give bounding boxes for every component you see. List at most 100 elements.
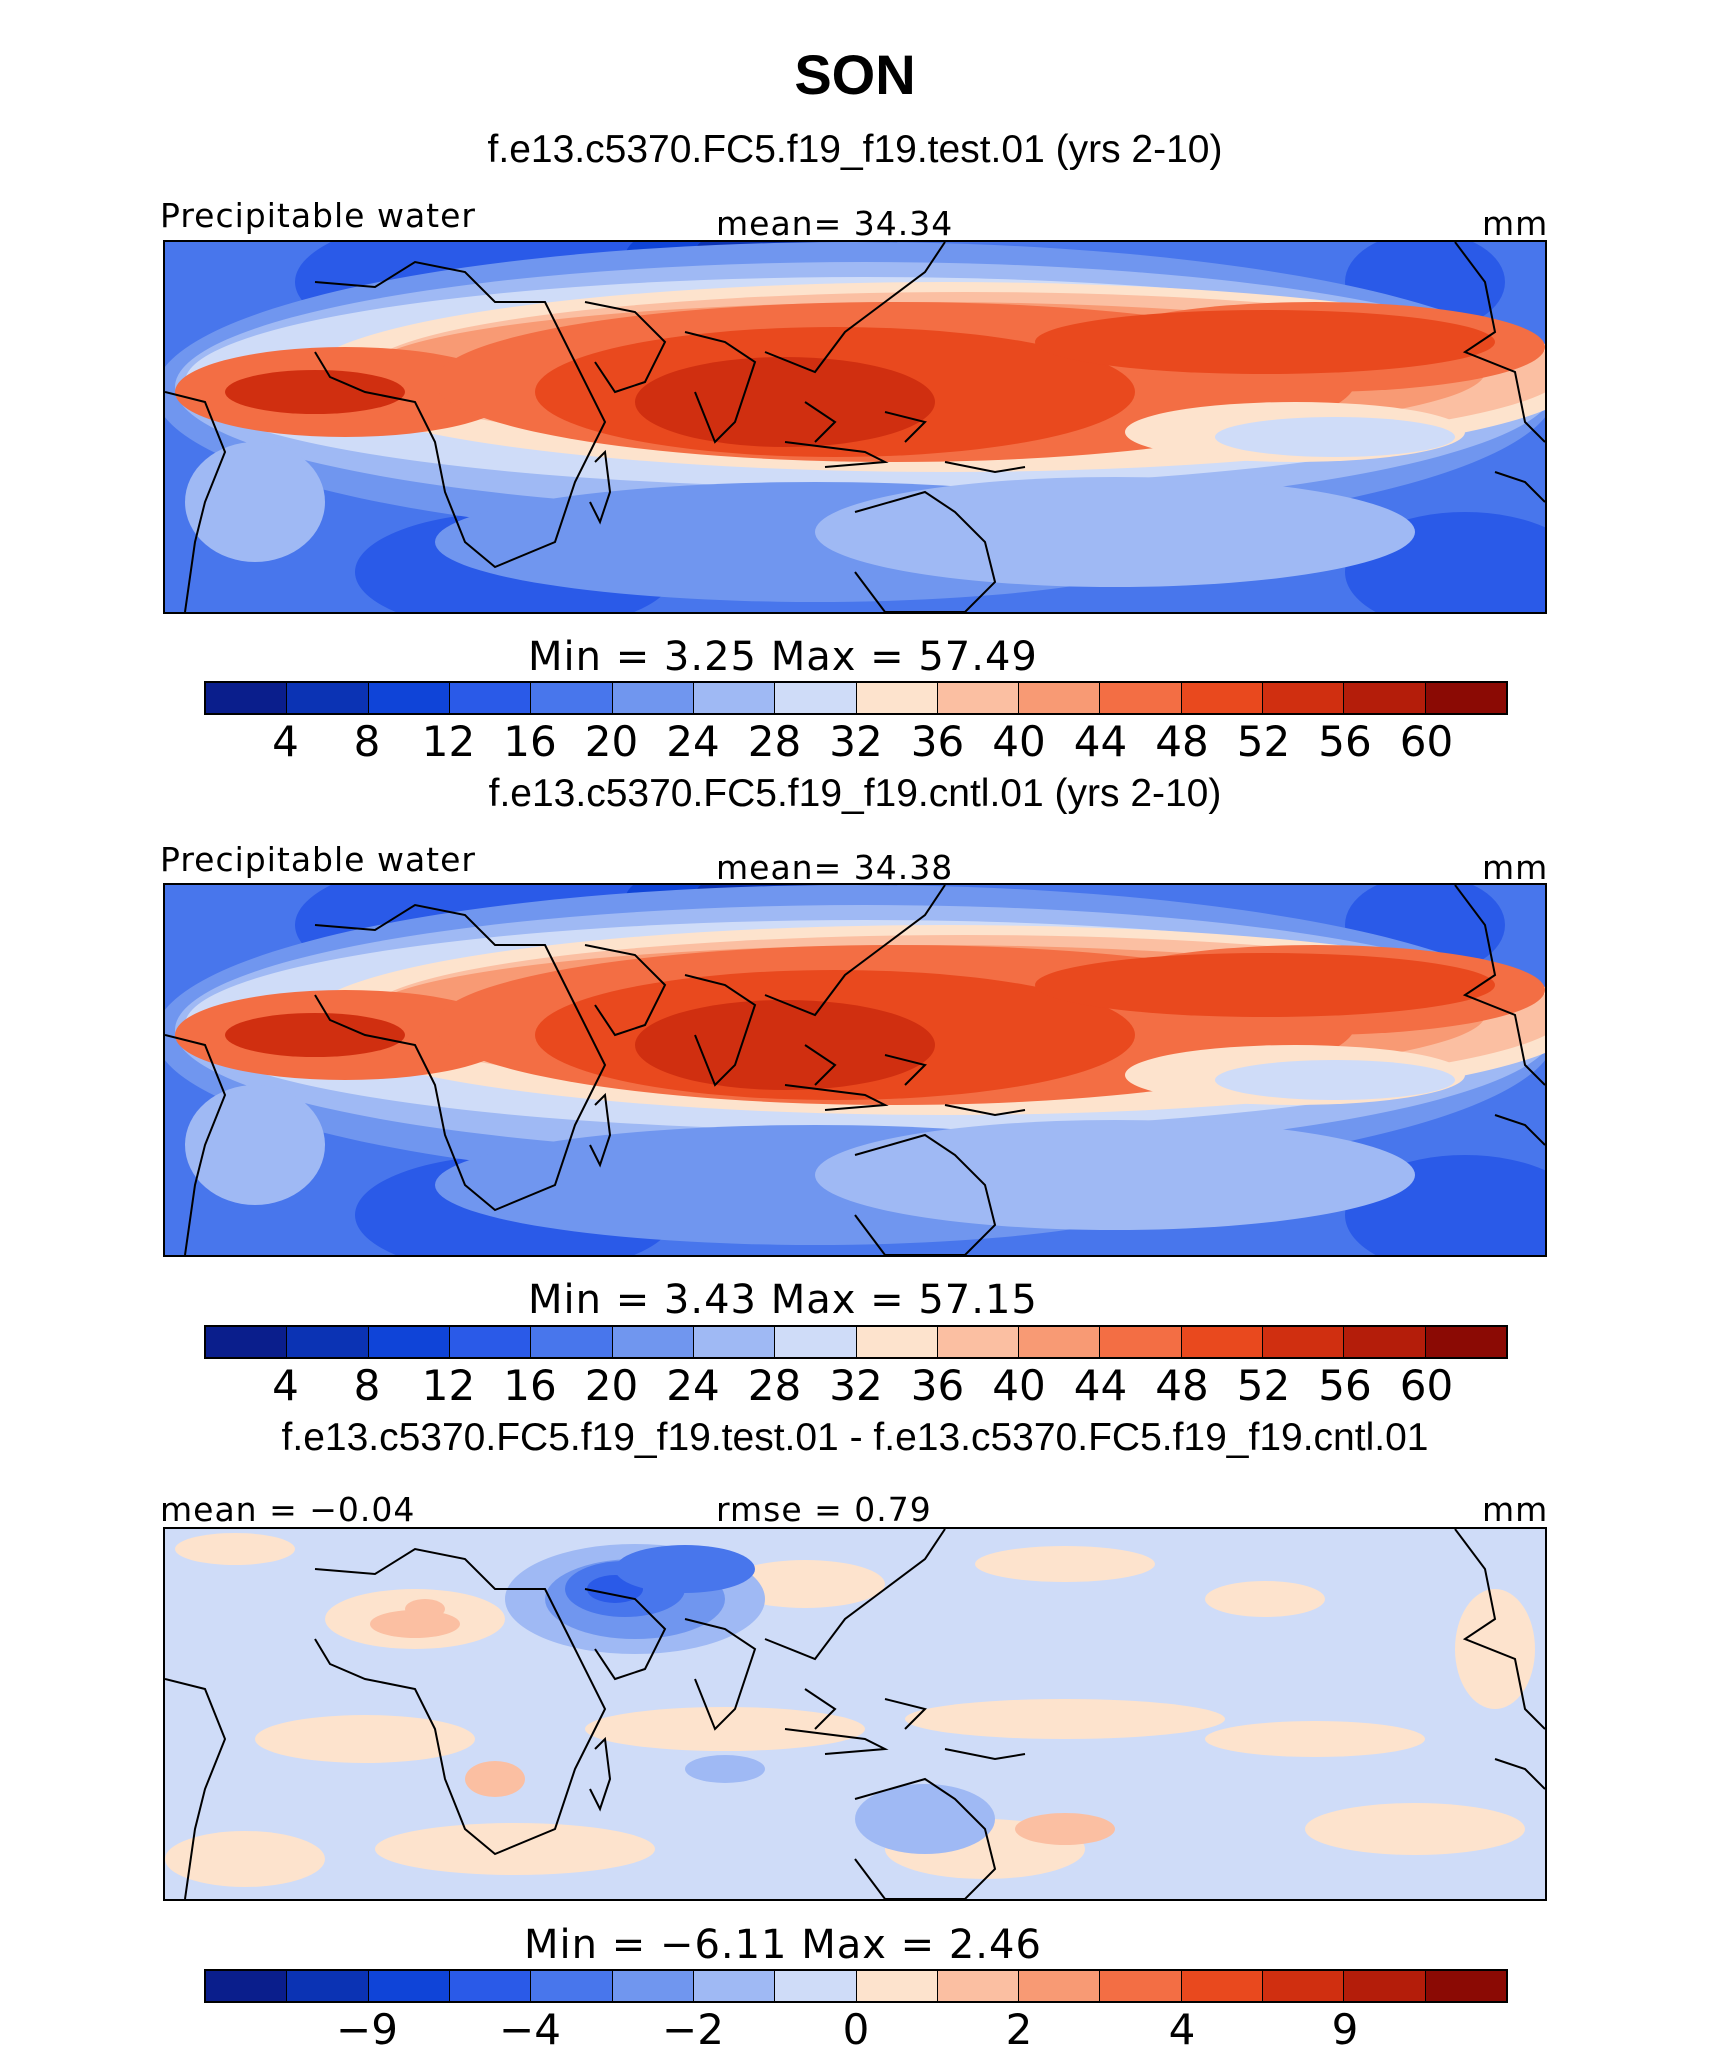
panel-1-variable-label: Precipitable water <box>160 196 476 235</box>
colorbar-tick-label: 24 <box>666 1361 720 1410</box>
field-contour <box>1305 1803 1525 1855</box>
colorbar-swatch <box>287 1327 369 1357</box>
colorbar-tick-label: −4 <box>499 2005 561 2054</box>
field-contour <box>1035 953 1495 1017</box>
colorbar-swatch <box>856 1971 938 2001</box>
field-contour <box>685 1755 765 1783</box>
colorbar-swatch <box>1263 1327 1345 1357</box>
colorbar-swatch <box>1263 1971 1345 2001</box>
colorbar-tick-label: 48 <box>1155 1361 1209 1410</box>
coastlines <box>165 242 1545 612</box>
panel-1-case-title: f.e13.c5370.FC5.f19_f19.test.01 (yrs 2-1… <box>487 128 1223 171</box>
panel-1-map <box>163 240 1547 614</box>
panel-2-min-max: Min = 3.43 Max = 57.15 <box>528 1277 1038 1323</box>
field-contour <box>1215 417 1455 457</box>
field-contour <box>975 1546 1155 1582</box>
colorbar-tick-label: 52 <box>1236 717 1291 766</box>
colorbar-swatch <box>368 1971 450 2001</box>
colorbar-tick-label: 32 <box>829 1361 883 1410</box>
field-contour <box>1215 1060 1455 1100</box>
colorbar-swatch <box>1344 1327 1426 1357</box>
colorbar-swatch <box>1181 1971 1264 2001</box>
colorbar-tick-label: 9 <box>1331 2005 1359 2054</box>
colorbar-swatch <box>856 1327 938 1357</box>
colorbar-tick-label: 60 <box>1399 717 1454 766</box>
panel-2-mean-label: mean= 34.38 <box>716 848 954 887</box>
colorbar-swatch <box>856 683 938 713</box>
colorbar-tick-label: 4 <box>272 717 299 766</box>
panel-3-case-title: f.e13.c5370.FC5.f19_f19.test.01 - f.e13.… <box>281 1416 1429 1459</box>
colorbar-swatch <box>1181 1327 1264 1357</box>
colorbar-tick-label: 60 <box>1399 1361 1454 1410</box>
colorbar-tick-label: 36 <box>910 1361 965 1410</box>
colorbar-tick-label: 20 <box>584 717 639 766</box>
field-contour <box>405 1599 445 1619</box>
field-contour <box>185 442 325 562</box>
colorbar-swatch <box>1425 683 1506 713</box>
colorbar-swatch <box>937 683 1020 713</box>
colorbar-swatch <box>531 1971 613 2001</box>
coastlines <box>165 1529 1545 1899</box>
colorbar-tick-label: 12 <box>421 1361 476 1410</box>
colorbar-swatch <box>937 1327 1020 1357</box>
colorbar-tick-label: 44 <box>1073 717 1128 766</box>
panel-1-colorbar <box>204 681 1508 715</box>
colorbar-swatch <box>206 1327 288 1357</box>
figure-title: SON <box>794 43 916 106</box>
field-contour <box>585 1707 865 1751</box>
panel-3-colorbar <box>204 1969 1508 2003</box>
colorbar-swatch <box>287 683 369 713</box>
field-contour <box>1035 310 1495 374</box>
colorbar-swatch <box>612 1327 694 1357</box>
colorbar-swatch <box>612 1971 694 2001</box>
coastlines <box>165 885 1545 1255</box>
field-contour <box>1205 1581 1325 1617</box>
panel-1-units-label: mm <box>1482 204 1549 243</box>
colorbar-swatch <box>531 683 613 713</box>
field-contour <box>1455 1589 1535 1709</box>
colorbar-swatch <box>1100 1327 1182 1357</box>
colorbar-swatch <box>693 1971 776 2001</box>
colorbar-tick-label: 44 <box>1073 1361 1128 1410</box>
colorbar-tick-label: 40 <box>992 1361 1046 1410</box>
colorbar-tick-label: 28 <box>747 1361 802 1410</box>
colorbar-swatch <box>693 683 776 713</box>
colorbar-swatch <box>1019 683 1101 713</box>
field-contour <box>635 1000 935 1090</box>
field-contour <box>725 1560 885 1608</box>
field-contour <box>465 1761 525 1797</box>
panel-3-rmse-label: rmse = 0.79 <box>716 1490 932 1529</box>
colorbar-swatch <box>937 1971 1020 2001</box>
field-contour <box>815 477 1415 587</box>
colorbar-swatch <box>287 1971 369 2001</box>
field-contour <box>370 1610 460 1638</box>
colorbar-tick-label: 48 <box>1155 717 1209 766</box>
panel-2-units-label: mm <box>1482 848 1549 887</box>
panel-1-mean-label: mean= 34.34 <box>716 204 954 243</box>
field-contour <box>175 1533 295 1565</box>
panel-1-min-max: Min = 3.25 Max = 57.49 <box>528 634 1038 680</box>
field-contour <box>1205 1721 1425 1757</box>
colorbar-swatch <box>1344 683 1426 713</box>
colorbar-tick-label: 8 <box>353 1361 381 1410</box>
field-contour <box>855 1784 995 1854</box>
colorbar-tick-label: 56 <box>1318 1361 1372 1410</box>
colorbar-swatch <box>612 683 694 713</box>
colorbar-swatch <box>1100 1971 1182 2001</box>
field-contour <box>375 1823 655 1875</box>
colorbar-tick-label: 8 <box>353 717 381 766</box>
colorbar-tick-label: 28 <box>747 717 802 766</box>
colorbar-swatch <box>1100 683 1182 713</box>
colorbar-swatch <box>368 683 450 713</box>
colorbar-tick-label: 4 <box>1168 2005 1196 2054</box>
colorbar-tick-label: 16 <box>503 717 557 766</box>
panel-3-units-label: mm <box>1482 1490 1549 1529</box>
colorbar-swatch <box>449 1971 532 2001</box>
colorbar-swatch <box>531 1327 613 1357</box>
colorbar-swatch <box>368 1327 450 1357</box>
colorbar-swatch <box>449 1327 532 1357</box>
colorbar-tick-label: 56 <box>1318 717 1372 766</box>
colorbar-swatch <box>1019 1327 1101 1357</box>
colorbar-swatch <box>1425 1327 1506 1357</box>
panel-2-colorbar <box>204 1325 1508 1359</box>
